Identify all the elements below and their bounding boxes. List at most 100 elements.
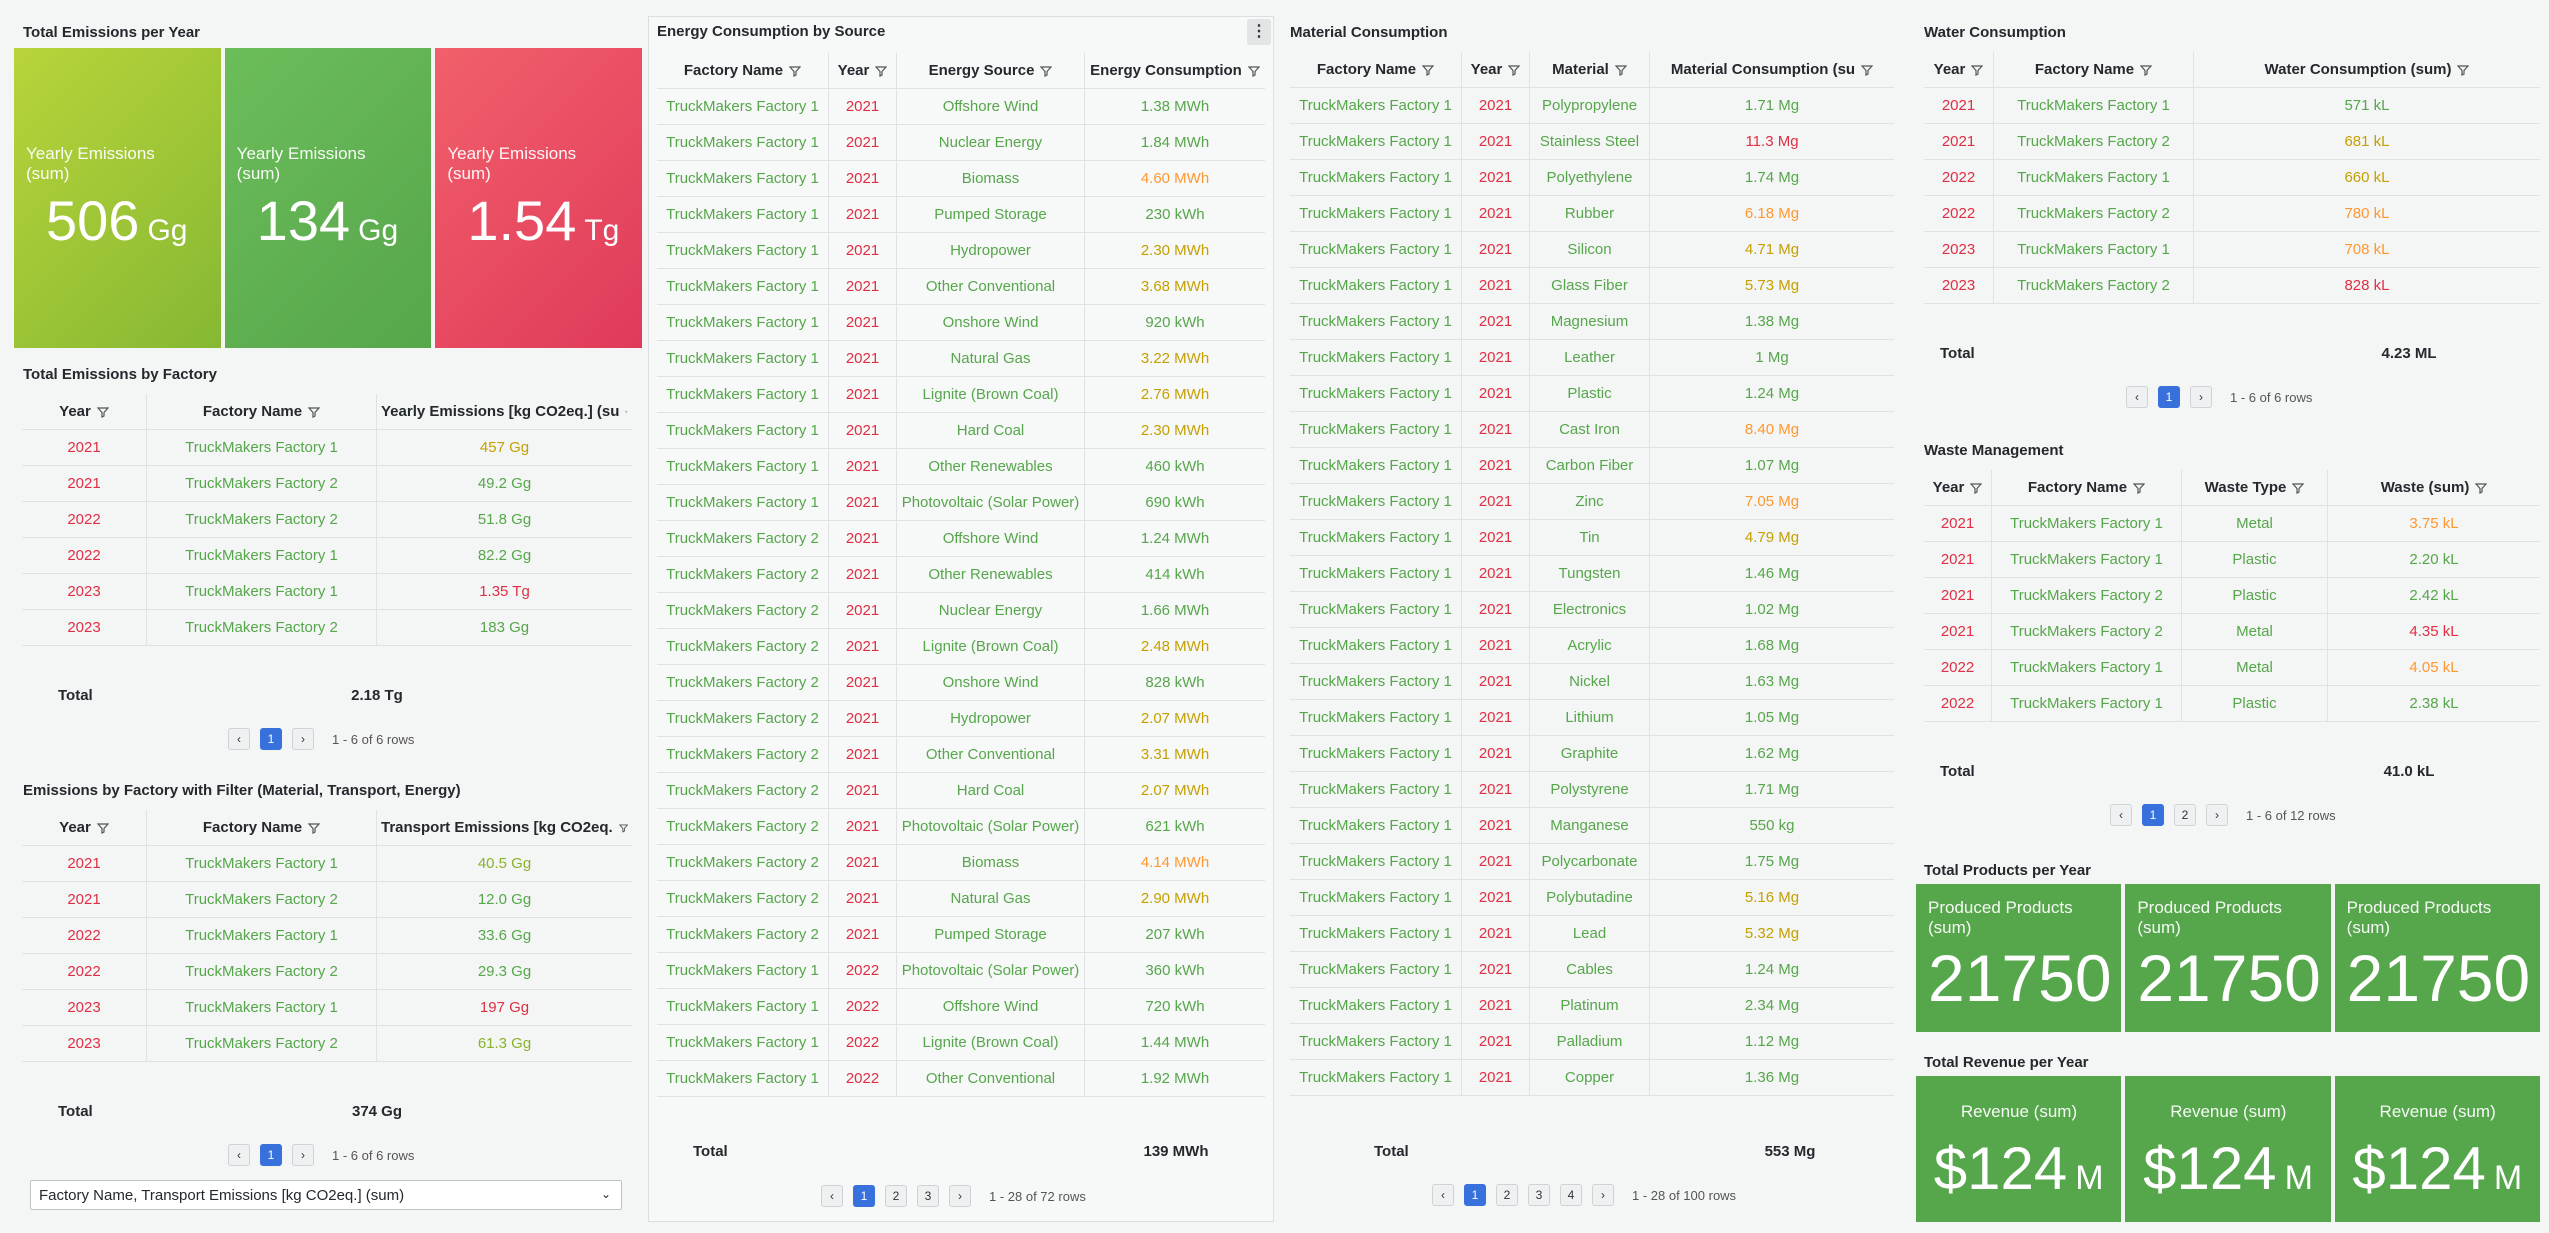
- filter-icon[interactable]: [1970, 482, 1983, 494]
- column-header[interactable]: Material Consumption (su: [1650, 52, 1894, 87]
- total-value: 139 MWh: [1143, 1143, 1209, 1160]
- stat-card[interactable]: Revenue (sum) $124 M: [1916, 1076, 2122, 1222]
- column-header[interactable]: Year: [1462, 52, 1530, 87]
- column-header[interactable]: Factory Name: [1994, 52, 2194, 87]
- column-header[interactable]: Yearly Emissions [kg CO2eq.] (su: [377, 394, 632, 429]
- filter-icon[interactable]: [1971, 64, 1984, 76]
- filter-icon[interactable]: [789, 65, 802, 77]
- table-cell: 2022: [1924, 650, 1992, 685]
- column-header[interactable]: Water Consumption (sum): [2194, 52, 2540, 87]
- page-button[interactable]: 1: [853, 1185, 875, 1207]
- prev-page-button[interactable]: ‹: [2110, 804, 2132, 826]
- column-header[interactable]: Transport Emissions [kg CO2eq.: [377, 810, 632, 845]
- filter-icon[interactable]: [2475, 482, 2488, 494]
- stat-card[interactable]: Revenue (sum) $124 M: [2125, 1076, 2331, 1222]
- page-button[interactable]: 1: [2158, 386, 2180, 408]
- column-header[interactable]: Factory Name: [1992, 470, 2182, 505]
- table-cell: 690 kWh: [1145, 494, 1205, 511]
- panel-menu-icon[interactable]: ⋮: [1247, 19, 1271, 45]
- filter-icon[interactable]: [308, 822, 321, 834]
- column-header[interactable]: Factory Name: [147, 810, 377, 845]
- stat-unit: M: [2493, 1159, 2523, 1197]
- next-page-button[interactable]: ›: [2206, 804, 2228, 826]
- table-cell: 2022: [829, 989, 897, 1024]
- page-button[interactable]: 3: [1528, 1184, 1550, 1206]
- prev-page-button[interactable]: ‹: [2126, 386, 2148, 408]
- stat-card[interactable]: Produced Products (sum) 21750: [2334, 884, 2540, 1032]
- chevron-down-icon[interactable]: ⌄: [600, 1187, 611, 1201]
- filter-icon[interactable]: [2133, 482, 2146, 494]
- column-header[interactable]: Energy Consumption: [1085, 53, 1265, 88]
- table-cell: TruckMakers Factory 1: [1290, 520, 1462, 555]
- filter-icon[interactable]: [96, 822, 109, 834]
- page-button[interactable]: 2: [1496, 1184, 1518, 1206]
- next-page-button[interactable]: ›: [1592, 1184, 1614, 1206]
- next-page-button[interactable]: ›: [292, 728, 314, 750]
- stat-card[interactable]: Revenue (sum) $124 M: [2334, 1076, 2540, 1222]
- filter-icon[interactable]: [2292, 482, 2305, 494]
- stat-card[interactable]: Produced Products (sum) 21750: [2125, 884, 2331, 1032]
- filter-icon[interactable]: [308, 406, 321, 418]
- column-header[interactable]: Year: [22, 810, 147, 845]
- table-cell: 828 kWh: [1145, 674, 1205, 691]
- table-row: 2021 TruckMakers Factory 1 Metal 3.75 kL: [1924, 506, 2540, 542]
- table-cell: 2022: [22, 918, 147, 953]
- stat-card[interactable]: Yearly Emissions (sum) 1.54 Tg: [435, 48, 643, 348]
- filter-icon[interactable]: [625, 406, 628, 418]
- page-button[interactable]: 1: [260, 1144, 282, 1166]
- table-cell: TruckMakers Factory 1: [657, 1061, 829, 1096]
- panel-title: Waste Management: [1924, 442, 2064, 459]
- column-header[interactable]: Year: [22, 394, 147, 429]
- panel-title: Total Emissions by Factory: [23, 366, 217, 383]
- next-page-button[interactable]: ›: [949, 1185, 971, 1207]
- filter-icon[interactable]: [1247, 65, 1260, 77]
- column-header[interactable]: Factory Name: [1290, 52, 1462, 87]
- prev-page-button[interactable]: ‹: [821, 1185, 843, 1207]
- column-header[interactable]: Year: [1924, 470, 1992, 505]
- column-header[interactable]: Material: [1530, 52, 1650, 87]
- filter-icon[interactable]: [1861, 64, 1874, 76]
- stat-value: $124 M: [2143, 1135, 2313, 1202]
- next-page-button[interactable]: ›: [2190, 386, 2212, 408]
- table-cell: 2021: [829, 89, 897, 124]
- table-cell: TruckMakers Factory 2: [147, 610, 377, 645]
- column-header[interactable]: Waste (sum): [2328, 470, 2540, 505]
- prev-page-button[interactable]: ‹: [228, 1144, 250, 1166]
- stat-card[interactable]: Yearly Emissions (sum) 134 Gg: [224, 48, 432, 348]
- filter-icon[interactable]: [96, 406, 109, 418]
- column-header[interactable]: Year: [1924, 52, 1994, 87]
- page-button[interactable]: 2: [885, 1185, 907, 1207]
- page-button[interactable]: 3: [917, 1185, 939, 1207]
- column-header[interactable]: Energy Source: [897, 53, 1085, 88]
- page-button[interactable]: 1: [2142, 804, 2164, 826]
- page-button[interactable]: 2: [2174, 804, 2196, 826]
- filter-icon[interactable]: [875, 65, 888, 77]
- column-header[interactable]: Factory Name: [657, 53, 829, 88]
- stat-card[interactable]: Yearly Emissions (sum) 506 Gg: [14, 48, 221, 348]
- filter-icon[interactable]: [618, 822, 628, 834]
- table-cell: Rubber: [1530, 196, 1650, 231]
- field-select[interactable]: Factory Name, Transport Emissions [kg CO…: [30, 1180, 622, 1210]
- prev-page-button[interactable]: ‹: [228, 728, 250, 750]
- page-button[interactable]: 1: [260, 728, 282, 750]
- stat-card[interactable]: Produced Products (sum) 21750: [1916, 884, 2122, 1032]
- page-button[interactable]: 4: [1560, 1184, 1582, 1206]
- column-header[interactable]: Factory Name: [147, 394, 377, 429]
- filter-icon[interactable]: [2140, 64, 2153, 76]
- column-header[interactable]: Year: [829, 53, 897, 88]
- prev-page-button[interactable]: ‹: [1432, 1184, 1454, 1206]
- page-button[interactable]: 1: [1464, 1184, 1486, 1206]
- filter-icon[interactable]: [1040, 65, 1053, 77]
- table-footer: Total 374 Gg: [22, 1103, 632, 1120]
- filter-icon[interactable]: [1422, 64, 1435, 76]
- table-cell: 2022: [829, 1025, 897, 1060]
- table-cell: 1 Mg: [1755, 349, 1789, 366]
- filter-icon[interactable]: [1508, 64, 1521, 76]
- filter-icon[interactable]: [1614, 64, 1627, 76]
- table-cell: 2021: [829, 665, 897, 700]
- table-row: 2023 TruckMakers Factory 1 708 kL: [1924, 232, 2540, 268]
- filter-icon[interactable]: [2457, 64, 2470, 76]
- table-cell: TruckMakers Factory 2: [657, 701, 829, 736]
- column-header[interactable]: Waste Type: [2182, 470, 2328, 505]
- next-page-button[interactable]: ›: [292, 1144, 314, 1166]
